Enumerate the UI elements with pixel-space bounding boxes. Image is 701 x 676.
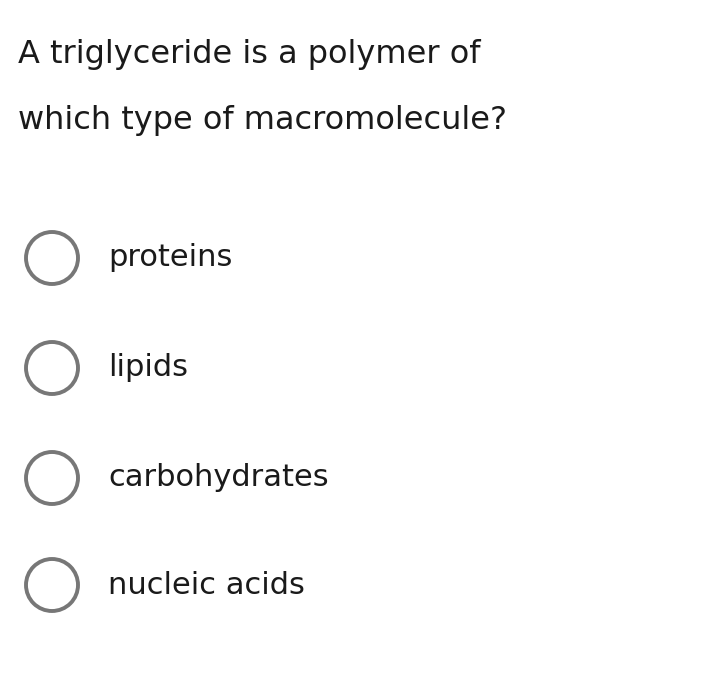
Text: carbohydrates: carbohydrates xyxy=(108,464,329,493)
Text: lipids: lipids xyxy=(108,354,188,383)
Text: nucleic acids: nucleic acids xyxy=(108,571,305,600)
Text: which type of macromolecule?: which type of macromolecule? xyxy=(18,105,507,135)
Text: proteins: proteins xyxy=(108,243,232,272)
Text: A triglyceride is a polymer of: A triglyceride is a polymer of xyxy=(18,39,480,70)
